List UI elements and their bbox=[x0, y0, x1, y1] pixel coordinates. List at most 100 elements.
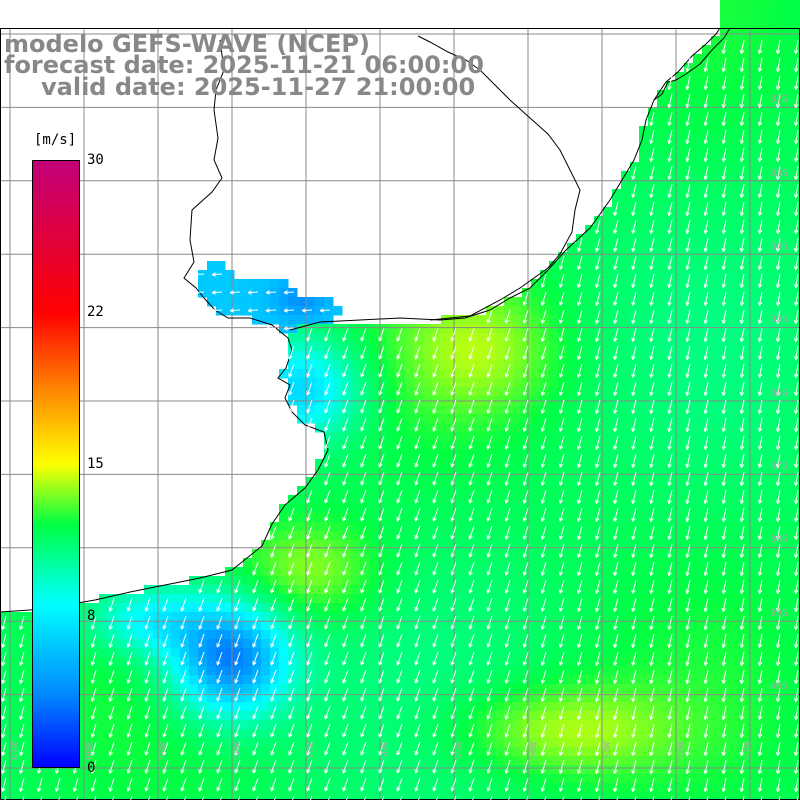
wind-cell bbox=[27, 702, 37, 712]
wind-cell bbox=[693, 117, 703, 127]
wind-cell bbox=[648, 531, 658, 541]
wind-cell bbox=[495, 441, 505, 451]
wind-cell bbox=[585, 738, 595, 748]
wind-cell bbox=[549, 558, 559, 568]
wind-cell bbox=[702, 477, 712, 487]
wind-cell bbox=[783, 324, 793, 334]
wind-cell bbox=[738, 540, 748, 550]
wind-cell bbox=[792, 90, 800, 100]
wind-cell bbox=[783, 108, 793, 118]
wind-cell bbox=[216, 729, 226, 739]
wind-cell bbox=[684, 612, 694, 622]
wind-cell bbox=[549, 369, 559, 379]
wind-cell bbox=[315, 486, 325, 496]
wind-cell bbox=[540, 594, 550, 604]
wind-cell bbox=[684, 369, 694, 379]
wind-cell bbox=[684, 486, 694, 496]
wind-cell bbox=[216, 648, 226, 658]
wind-cell bbox=[486, 630, 496, 640]
wind-cell bbox=[414, 765, 424, 775]
wind-cell bbox=[765, 630, 775, 640]
wind-cell bbox=[612, 252, 622, 262]
wind-cell bbox=[594, 216, 604, 226]
wind-cell bbox=[135, 729, 145, 739]
wind-cell bbox=[405, 657, 415, 667]
wind-cell bbox=[711, 144, 721, 154]
wind-cell bbox=[612, 603, 622, 613]
wind-cell bbox=[441, 369, 451, 379]
wind-cell bbox=[396, 369, 406, 379]
wind-arrow bbox=[486, 417, 493, 432]
wind-cell bbox=[234, 693, 244, 703]
wind-cell bbox=[558, 549, 568, 559]
wind-cell bbox=[711, 288, 721, 298]
wind-cell bbox=[225, 648, 235, 658]
wind-cell bbox=[522, 639, 532, 649]
wind-cell bbox=[558, 333, 568, 343]
wind-cell bbox=[198, 666, 208, 676]
wind-cell bbox=[288, 792, 298, 800]
wind-cell bbox=[396, 702, 406, 712]
wind-arrow bbox=[577, 255, 583, 270]
wind-cell bbox=[792, 252, 800, 262]
wind-cell bbox=[207, 279, 217, 289]
wind-cell bbox=[396, 675, 406, 685]
wind-cell bbox=[747, 9, 757, 19]
wind-cell bbox=[666, 558, 676, 568]
wind-cell bbox=[333, 432, 343, 442]
wind-cell bbox=[225, 765, 235, 775]
wind-cell bbox=[702, 297, 712, 307]
wind-cell bbox=[108, 729, 118, 739]
wind-cell bbox=[711, 459, 721, 469]
wind-cell bbox=[693, 639, 703, 649]
wind-cell bbox=[576, 711, 586, 721]
wind-cell bbox=[396, 477, 406, 487]
wind-cell bbox=[720, 594, 730, 604]
wind-cell bbox=[360, 459, 370, 469]
wind-cell bbox=[324, 738, 334, 748]
wind-cell bbox=[684, 63, 694, 73]
wind-cell bbox=[162, 585, 172, 595]
wind-cell bbox=[9, 702, 19, 712]
wind-cell bbox=[477, 315, 487, 325]
wind-cell bbox=[774, 684, 784, 694]
wind-cell bbox=[306, 603, 316, 613]
wind-cell bbox=[405, 387, 415, 397]
wind-cell bbox=[477, 675, 487, 685]
wind-arrow bbox=[703, 327, 709, 342]
wind-cell bbox=[621, 738, 631, 748]
wind-cell bbox=[630, 189, 640, 199]
wind-arrow bbox=[775, 201, 781, 217]
wind-cell bbox=[423, 657, 433, 667]
wind-cell bbox=[324, 351, 334, 361]
wind-cell bbox=[540, 612, 550, 622]
wind-cell bbox=[324, 711, 334, 721]
wind-cell bbox=[387, 720, 397, 730]
wind-cell bbox=[594, 297, 604, 307]
wind-arrow bbox=[432, 399, 439, 414]
wind-cell bbox=[729, 297, 739, 307]
wind-arrow bbox=[595, 219, 601, 234]
wind-cell bbox=[495, 729, 505, 739]
wind-cell bbox=[252, 639, 262, 649]
wind-cell bbox=[747, 288, 757, 298]
wind-cell bbox=[711, 414, 721, 424]
wind-cell bbox=[477, 369, 487, 379]
wind-cell bbox=[459, 666, 469, 676]
wind-cell bbox=[522, 405, 532, 415]
wind-cell bbox=[792, 648, 800, 658]
wind-cell bbox=[369, 621, 379, 631]
wind-cell bbox=[342, 585, 352, 595]
wind-cell bbox=[783, 486, 793, 496]
wind-cell bbox=[234, 594, 244, 604]
wind-cell bbox=[612, 630, 622, 640]
wind-cell bbox=[612, 351, 622, 361]
wind-cell bbox=[441, 405, 451, 415]
wind-arrow bbox=[613, 273, 619, 288]
wind-arrow bbox=[775, 93, 781, 109]
wind-cell bbox=[774, 693, 784, 703]
wind-cell bbox=[765, 270, 775, 280]
wind-cell bbox=[450, 360, 460, 370]
wind-cell bbox=[720, 576, 730, 586]
wind-cell bbox=[684, 342, 694, 352]
